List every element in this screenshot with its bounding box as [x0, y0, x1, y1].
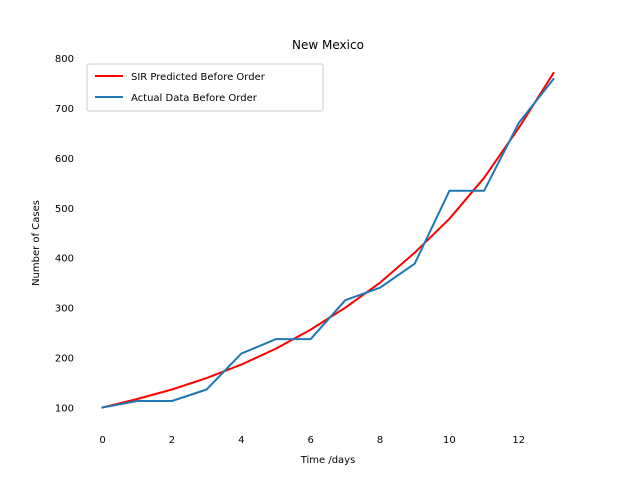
chart-title: New Mexico: [292, 38, 364, 52]
y-tick-label: 400: [55, 254, 74, 265]
x-tick-label: 10: [443, 435, 456, 446]
x-tick-label: 2: [169, 435, 175, 446]
x-axis-label: Time /days: [300, 455, 356, 466]
x-tick-label: 6: [307, 435, 313, 446]
legend-box: [86, 63, 324, 112]
y-tick-label: 700: [55, 104, 74, 115]
series-lines: [101, 71, 555, 409]
y-axis-label: Number of Cases: [31, 200, 42, 286]
x-tick-label: 8: [377, 435, 383, 446]
legend: SIR Predicted Before Order Actual Data B…: [86, 63, 324, 112]
x-tick-label: 4: [238, 435, 244, 446]
y-axis-ticks: 100 200 300 400 500 600 700 800: [55, 54, 74, 415]
y-tick-label: 500: [55, 204, 74, 215]
y-tick-label: 800: [55, 54, 74, 65]
x-tick-label: 0: [99, 435, 105, 446]
legend-label-actual: Actual Data Before Order: [131, 93, 258, 104]
y-tick-label: 600: [55, 154, 74, 165]
y-tick-label: 100: [55, 404, 74, 415]
legend-label-sir: SIR Predicted Before Order: [131, 72, 266, 83]
y-tick-label: 300: [55, 304, 74, 315]
x-tick-label: 12: [512, 435, 525, 446]
y-tick-label: 200: [55, 354, 74, 365]
series-line-actual-data: [101, 77, 555, 409]
x-axis-ticks: 0 2 4 6 8 10 12: [99, 435, 525, 446]
